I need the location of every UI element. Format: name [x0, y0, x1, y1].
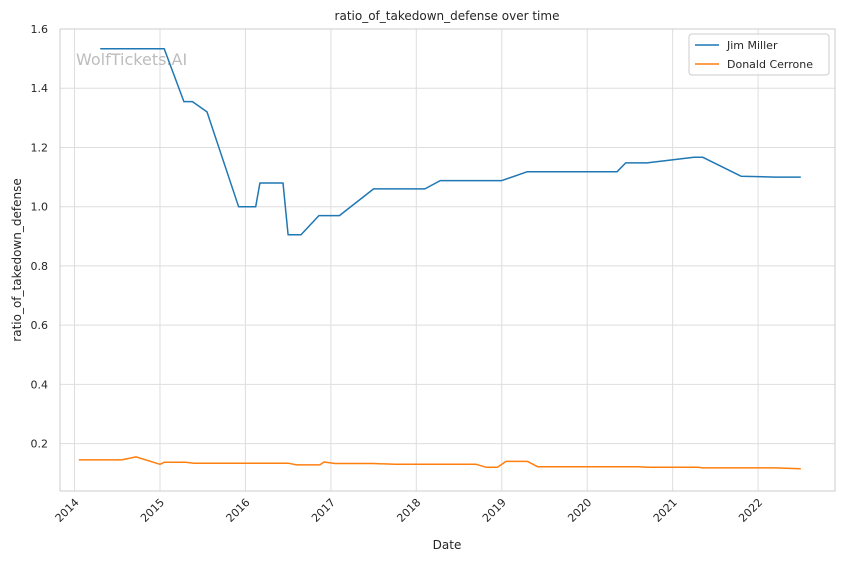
- legend-box: [688, 33, 830, 76]
- y-tick-label: 0.2: [31, 438, 49, 451]
- x-axis-label: Date: [433, 538, 462, 552]
- legend-label: Donald Cerrone: [727, 58, 813, 71]
- y-tick-label: 0.8: [31, 260, 49, 273]
- watermark-text: WolfTickets.AI: [76, 50, 187, 69]
- y-axis-label: ratio_of_takedown_defense: [10, 178, 24, 341]
- series-line-jim-miller: [100, 48, 801, 236]
- chart-title: ratio_of_takedown_defense over time: [335, 9, 560, 23]
- y-tick-label: 1.6: [31, 23, 49, 36]
- y-tick-label: 0.4: [31, 378, 49, 391]
- y-tick-label: 1.0: [31, 201, 49, 214]
- legend: Jim Miller Donald Cerrone: [688, 33, 830, 76]
- plot-frame: [59, 28, 836, 492]
- series-lines: [78, 48, 801, 470]
- y-tick-label: 1.4: [31, 82, 49, 95]
- y-tick-label: 0.6: [31, 319, 49, 332]
- y-tick-labels: 0.2 0.4 0.6 0.8 1.0 1.2 1.4 1.6: [31, 23, 49, 451]
- y-tick-label: 1.2: [31, 141, 49, 154]
- series-line-donald-cerrone: [78, 456, 801, 470]
- legend-label: Jim Miller: [726, 39, 778, 52]
